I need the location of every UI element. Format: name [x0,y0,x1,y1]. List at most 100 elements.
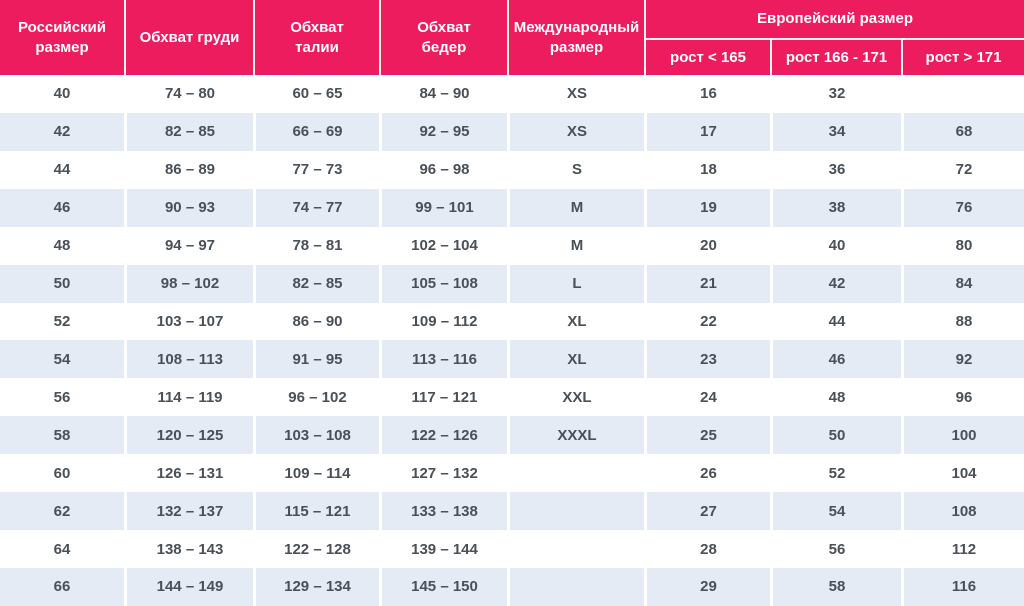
table-cell: 50 [53,275,71,293]
header-height-gt-171: рост > 171 [901,40,1024,75]
table-cell: 72 [901,150,1024,189]
table-cell: 139 – 144 [379,530,507,568]
table-cell: 66 – 69 [253,112,379,151]
table-cell: 24 [644,378,770,417]
table-cell: XS [507,112,644,151]
table-cell: 92 [901,340,1024,379]
table-cell: 103 – 108 [253,416,379,455]
table-cell: XL [507,340,644,379]
table-cell: M [507,188,644,227]
table-cell: 38 [770,188,901,227]
table-cell: 127 – 132 [379,454,507,493]
header-waist: Обхват талии [253,0,379,75]
table-cell: 42 [53,123,71,141]
table-cell [901,75,1024,113]
table-cell: 46 [770,340,901,379]
table-cell: 114 – 119 [124,378,253,417]
table-cell: 80 [901,226,1024,265]
table-row: 48 94 – 97 78 – 81 102 – 104 M 20 40 80 [0,226,1024,265]
table-row: 44 86 – 89 77 – 73 96 – 98 S 18 36 72 [0,150,1024,189]
table-cell: 32 [770,75,901,113]
table-cell: 84 – 90 [379,75,507,113]
table-row: 50 98 – 102 82 – 85 105 – 108 L 21 42 84 [0,264,1024,303]
table-cell: 92 – 95 [379,112,507,151]
table-cell: 122 – 128 [253,530,379,568]
table-row: 66 144 – 149 129 – 134 145 – 150 29 58 116 [0,567,1024,606]
table-cell: XS [507,75,644,113]
table-row: 46 90 – 93 74 – 77 99 – 101 M 19 38 76 [0,188,1024,227]
table-cell: 66 [53,578,71,596]
table-cell: 99 – 101 [379,188,507,227]
table-cell: 77 – 73 [253,150,379,189]
header-chest: Обхват груди [124,0,253,75]
table-cell: 96 – 102 [253,378,379,417]
table-cell: 104 [901,454,1024,493]
table-cell: 138 – 143 [124,530,253,568]
table-cell: 96 – 98 [379,150,507,189]
table-row: 62 132 – 137 115 – 121 133 – 138 27 54 108 [0,492,1024,531]
table-cell: 16 [644,75,770,113]
table-cell: 44 [53,161,71,179]
table-cell: 90 – 93 [124,188,253,227]
table-cell: 27 [644,492,770,531]
table-cell: S [507,150,644,189]
table-cell [507,530,644,568]
table-cell: 42 [770,264,901,303]
table-cell: 91 – 95 [253,340,379,379]
table-cell [507,492,644,531]
header-european-size: Европейский размер [644,0,1024,40]
table-cell: 40 [770,226,901,265]
table-header: Российский размер Обхват груди Обхват та… [0,0,1024,75]
table-cell: 129 – 134 [253,567,379,606]
table-row: 40 74 – 80 60 – 65 84 – 90 XS 16 32 [0,75,1024,113]
table-cell: 68 [901,112,1024,151]
table-cell: 26 [644,454,770,493]
table-row: 56 114 – 119 96 – 102 117 – 121 XXL 24 48 96 [0,378,1024,417]
table-cell: 58 [770,567,901,606]
table-cell: 52 [770,454,901,493]
table-cell: 36 [770,150,901,189]
table-cell: 60 [53,464,71,482]
table-cell: 122 – 126 [379,416,507,455]
table-row: 58 120 – 125 103 – 108 122 – 126 XXXL 25 50 100 [0,416,1024,455]
table-cell: 76 [901,188,1024,227]
table-cell: 103 – 107 [124,302,253,341]
table-cell: 82 – 85 [253,264,379,303]
header-international-size: Международный размер [507,0,644,75]
table-cell: 48 [770,378,901,417]
table-cell: 20 [644,226,770,265]
table-cell: 133 – 138 [379,492,507,531]
table-cell: 113 – 116 [379,340,507,379]
table-cell: 115 – 121 [253,492,379,531]
table-row: 52 103 – 107 86 – 90 109 – 112 XL 22 44 88 [0,302,1024,341]
table-cell: 109 – 112 [379,302,507,341]
table-cell: 108 – 113 [124,340,253,379]
table-cell: 120 – 125 [124,416,253,455]
table-cell: 54 [53,350,71,368]
table-cell: 52 [53,312,71,330]
table-cell: 50 [770,416,901,455]
table-cell: 74 – 80 [124,75,253,113]
table-cell: 88 [901,302,1024,341]
table-cell: 23 [644,340,770,379]
table-cell: 94 – 97 [124,226,253,265]
table-cell: 46 [53,199,71,217]
table-cell: 84 [901,264,1024,303]
table-cell: 62 [53,502,71,520]
table-cell: XL [507,302,644,341]
table-cell: 58 [53,426,71,444]
table-cell: 28 [644,530,770,568]
table-cell: 132 – 137 [124,492,253,531]
table-row: 60 126 – 131 109 – 114 127 – 132 26 52 104 [0,454,1024,493]
table-cell: 86 – 90 [253,302,379,341]
table-cell [507,454,644,493]
table-cell: 21 [644,264,770,303]
table-row: 64 138 – 143 122 – 128 139 – 144 28 56 112 [0,530,1024,568]
table-cell: 78 – 81 [253,226,379,265]
table-cell: 48 [53,237,71,255]
table-cell: 102 – 104 [379,226,507,265]
table-cell: 54 [770,492,901,531]
table-cell: 25 [644,416,770,455]
header-russian-size: Российский размер [17,19,106,56]
